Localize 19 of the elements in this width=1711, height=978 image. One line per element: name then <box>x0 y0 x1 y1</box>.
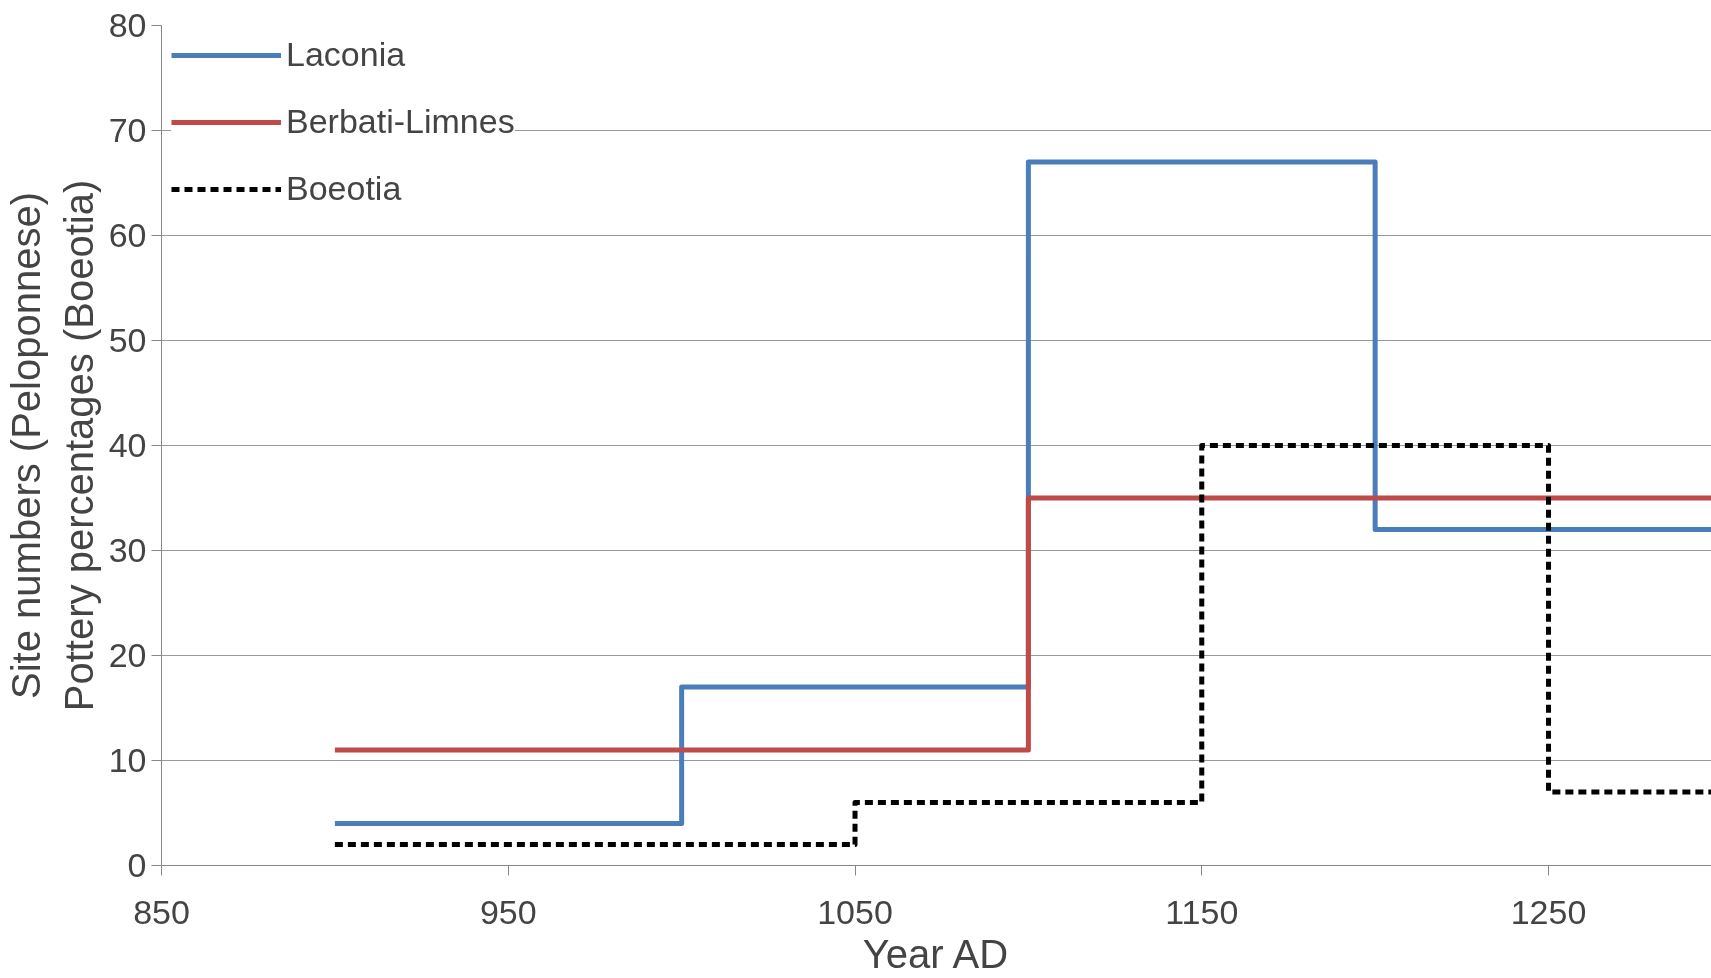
legend-label: Berbati-Limnes <box>286 102 515 141</box>
y-tick-label: 60 <box>108 216 147 254</box>
x-tick-label: 950 <box>479 892 537 931</box>
y-tick-label: 50 <box>108 321 147 359</box>
x-tick-label: 1250 <box>1510 892 1587 931</box>
legend-label: Boeotia <box>286 169 402 208</box>
y-tick-label: 0 <box>127 846 147 884</box>
y-tick-label: 30 <box>108 531 147 569</box>
x-axis-title: Year AD <box>862 931 1009 976</box>
legend-label: Laconia <box>286 35 406 74</box>
y-tick-label: 10 <box>108 741 147 779</box>
y-tick-label: 20 <box>108 636 147 674</box>
y-tick-label: 80 <box>108 6 147 44</box>
y-tick-label: 40 <box>108 426 147 464</box>
x-tick-label: 1050 <box>817 892 893 931</box>
x-tick-label: 850 <box>133 892 190 931</box>
y-axis-title: Site numbers (Peloponnese) Pottery percentages (Boeotia) <box>3 179 101 712</box>
x-tick-label: 1150 <box>1165 892 1239 931</box>
y-tick-label: 70 <box>108 111 147 149</box>
